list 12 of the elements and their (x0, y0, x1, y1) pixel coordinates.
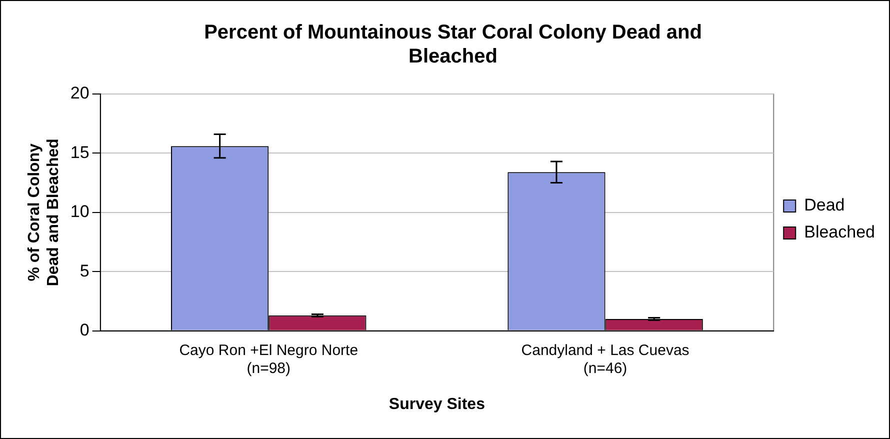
y-tick-label: 0 (80, 320, 90, 340)
legend-label: Bleached (804, 222, 875, 242)
y-tick-label: 20 (70, 84, 90, 103)
y-axis-title: % of Coral Colony Dead and Bleached (26, 138, 62, 286)
chart-title: Percent of Mountainous Star Coral Colony Dead and Bleached (204, 22, 702, 68)
legend-label: Dead (804, 196, 845, 215)
x-tick-label: Candyland + Las Cuevas (n=46) (521, 342, 690, 377)
x-axis-title: Survey Sites (388, 396, 486, 413)
x-tick-label: Cayo Ron +El Negro Norte (n=98) (179, 342, 358, 377)
y-tick-label: 10 (70, 202, 90, 222)
y-tick-label: 5 (80, 261, 90, 280)
y-tick-label: 15 (70, 142, 90, 162)
